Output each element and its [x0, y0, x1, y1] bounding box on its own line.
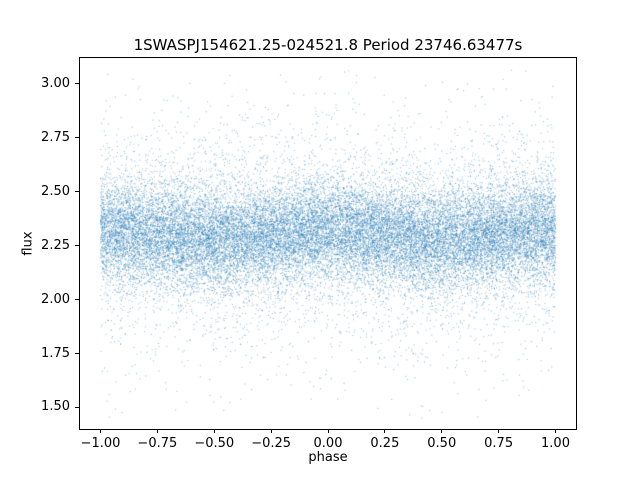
- y-tick-label: 3.00: [41, 75, 70, 91]
- y-tick-label: 2.25: [41, 237, 70, 253]
- x-tick-label: −0.25: [251, 436, 292, 451]
- x-tick-mark: [384, 429, 386, 433]
- y-tick-label: 2.50: [41, 183, 70, 199]
- y-tick-mark: [75, 191, 79, 193]
- y-tick-mark: [75, 406, 79, 408]
- y-tick-mark: [75, 83, 79, 85]
- x-tick-label: −1.00: [80, 436, 121, 451]
- y-tick-label: 2.75: [41, 129, 70, 145]
- x-tick-mark: [327, 429, 329, 433]
- x-tick-label: −0.50: [194, 436, 235, 451]
- x-tick-mark: [213, 429, 215, 433]
- x-tick-label: 0.50: [427, 436, 457, 451]
- x-tick-label: 0.75: [484, 436, 514, 451]
- x-axis-label: phase: [308, 450, 348, 465]
- y-tick-mark: [75, 353, 79, 354]
- y-tick-label: 1.50: [41, 399, 70, 415]
- y-tick-mark: [75, 245, 79, 247]
- y-tick-mark: [75, 299, 79, 301]
- x-tick-mark: [441, 429, 443, 433]
- y-tick-label: 2.00: [41, 291, 70, 307]
- x-tick-mark: [555, 429, 557, 433]
- x-tick-mark: [99, 429, 101, 433]
- x-tick-mark: [270, 429, 272, 433]
- plot-area: [79, 57, 577, 430]
- y-tick-mark: [75, 137, 79, 139]
- chart-title: 1SWASPJ154621.25-024521.8 Period 23746.6…: [133, 36, 523, 54]
- x-tick-label: −0.75: [137, 436, 178, 451]
- x-tick-label: 1.00: [541, 436, 570, 451]
- x-tick-mark: [498, 429, 500, 433]
- x-tick-label: 0.00: [313, 436, 343, 451]
- x-tick-label: 0.25: [370, 436, 400, 451]
- scatter-canvas: [80, 58, 576, 429]
- y-tick-label: 1.75: [41, 345, 70, 361]
- x-tick-mark: [156, 429, 158, 433]
